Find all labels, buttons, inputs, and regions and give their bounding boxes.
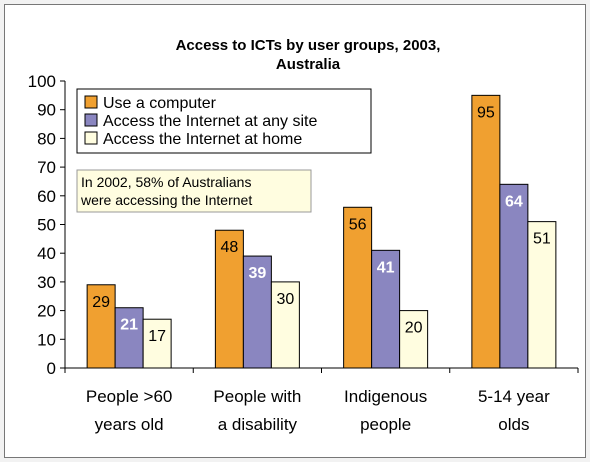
chart-frame: Access to ICTs by user groups, 2003, Aust… [4, 4, 586, 458]
data-label: 21 [120, 317, 138, 334]
y-tick-label: 60 [37, 187, 56, 206]
data-label: 56 [349, 216, 367, 233]
data-label: 30 [276, 291, 294, 308]
bar-chart: Access to ICTs by user groups, 2003, Aust… [28, 37, 579, 434]
x-category-label: years old [95, 415, 164, 434]
x-category-label: olds [498, 415, 529, 434]
data-label: 39 [248, 265, 266, 282]
bar [527, 221, 557, 369]
y-tick-label: 50 [37, 216, 56, 235]
data-label: 48 [220, 239, 238, 256]
annotation-text: were accessing the Internet [80, 192, 252, 208]
data-label: 64 [505, 193, 523, 210]
legend-swatch [84, 131, 98, 145]
chart-title: Access to ICTs by user groups, 2003, Aust… [176, 37, 441, 73]
y-tick-label: 10 [37, 330, 56, 349]
bar [471, 94, 501, 369]
legend-swatch [84, 113, 98, 127]
x-category-label: People with [213, 387, 301, 406]
y-tick-label: 0 [47, 359, 56, 378]
bars: 29 21 17 48 39 30 56 41 20 95 64 51 [86, 94, 557, 369]
bar [86, 284, 116, 369]
y-tick-label: 100 [28, 72, 56, 91]
x-category-label: 5-14 year [478, 387, 550, 406]
bar [214, 229, 244, 369]
data-label: 51 [533, 231, 551, 248]
x-category-label: a disability [218, 415, 298, 434]
bar [142, 318, 172, 369]
bar [371, 249, 401, 369]
legend-box [76, 88, 372, 154]
y-tick-label: 20 [37, 302, 56, 321]
y-tick-label: 80 [37, 129, 56, 148]
y-tick-label: 40 [37, 244, 56, 263]
bar [270, 281, 300, 369]
annotation-note: In 2002, 58% of Australians were accessin… [76, 169, 312, 213]
annotation-text: In 2002, 58% of Australians [81, 174, 251, 190]
chart-title-line: Australia [276, 56, 341, 73]
bar [399, 310, 429, 369]
y-tick-label: 70 [37, 158, 56, 177]
chart-title-line: Access to ICTs by user groups, 2003, [176, 37, 441, 54]
legend-label: Use a computer [103, 95, 217, 112]
axes: 0 10 20 30 40 50 60 70 80 90 100 People >60 years ol… [28, 72, 579, 434]
data-label: 20 [405, 320, 423, 337]
bar [343, 206, 373, 369]
data-label: 29 [92, 294, 110, 311]
x-category-label: Indigenous [344, 387, 427, 406]
bar [499, 183, 529, 369]
data-label: 17 [148, 328, 166, 345]
x-category-label: people [360, 415, 411, 434]
y-tick-label: 30 [37, 273, 56, 292]
annotation-box [76, 169, 312, 213]
legend-label: Access the Internet at home [103, 131, 302, 148]
bar [242, 255, 272, 369]
bar [114, 307, 144, 369]
data-label: 95 [477, 104, 495, 121]
y-tick-label: 90 [37, 101, 56, 120]
legend-label: Access the Internet at any site [103, 113, 317, 130]
data-label: 41 [377, 259, 395, 276]
legend-swatch [84, 95, 98, 109]
x-category-label: People >60 [86, 387, 173, 406]
